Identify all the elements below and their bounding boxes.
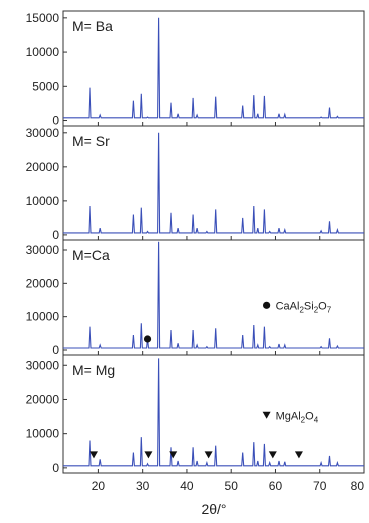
y-tick-label: 0: [52, 343, 59, 357]
y-tick-label: 10000: [26, 310, 60, 324]
x-tick-label: 20: [92, 479, 106, 493]
formula-part: 2: [314, 305, 319, 314]
phase-marker: [294, 451, 303, 459]
y-tick-label: 20000: [26, 392, 60, 406]
x-tick-label: 60: [269, 479, 283, 493]
formula-part: CaAl: [276, 300, 300, 312]
y-tick-label: 30000: [26, 126, 60, 140]
y-tick-label: 20000: [26, 160, 60, 174]
phase-marker: [143, 335, 152, 343]
formula-part: 4: [314, 415, 319, 424]
formula-part: O: [305, 410, 314, 422]
formula-part: MgAl: [276, 410, 301, 422]
formula-part: 7: [327, 305, 332, 314]
y-tick-label: 30000: [26, 358, 60, 372]
panel-2: 0 10000 20000 30000 M= Sr: [26, 125, 365, 242]
x-tick-label: 70: [313, 479, 327, 493]
spectrum-line: [63, 17, 364, 119]
legend-symbol: [262, 411, 271, 419]
phase-legend-label: MgAl2O4: [276, 410, 319, 424]
spectrum-line: [63, 241, 364, 349]
formula-part: 2: [301, 415, 306, 424]
phase-marker: [204, 451, 213, 459]
phase-marker: [89, 451, 98, 459]
spectrum-line: [63, 358, 364, 467]
spectrum-line: [63, 132, 364, 234]
formula-part: Si: [304, 300, 314, 312]
y-tick-label: 0: [52, 461, 59, 475]
x-tick-label: 80: [351, 479, 365, 493]
panel-label: M=Ca: [72, 247, 110, 263]
x-tick-label: 50: [225, 479, 239, 493]
formula-part: O: [318, 300, 327, 312]
x-axis-label: 2θ/°: [201, 501, 226, 517]
y-tick-label: 0: [52, 228, 59, 242]
y-tick-label: 20000: [26, 276, 60, 290]
panel-4: 0 10000 20000 30000 M= Mg MgAl2O4: [26, 354, 365, 475]
panel-label: M= Mg: [72, 362, 115, 378]
y-tick-label: 10000: [26, 194, 60, 208]
y-tick-label: 15000: [26, 11, 60, 25]
panel-label: M= Ba: [72, 18, 113, 34]
y-tick-label: 0: [52, 114, 59, 128]
panels-group: 0 5000 10000 15000 M= Ba 0 10000 20000 30000 M= S…: [26, 10, 365, 475]
x-tick-label: 30: [136, 479, 150, 493]
phase-legend-label: CaAl2Si2O7: [276, 300, 332, 314]
legend-symbol: [263, 301, 271, 309]
y-tick-label: 10000: [26, 45, 60, 59]
panel-frame: [62, 354, 365, 474]
phase-marker: [144, 451, 153, 459]
y-tick-label: 5000: [32, 79, 59, 93]
phase-marker: [169, 451, 178, 459]
panel-1: 0 5000 10000 15000 M= Ba: [26, 10, 365, 128]
panel-label: M= Sr: [72, 133, 110, 149]
y-tick-label: 10000: [26, 427, 60, 441]
x-axis: 20 30 40 50 60 70 80: [92, 479, 365, 493]
phase-marker: [268, 451, 277, 459]
formula-part: 2: [299, 305, 304, 314]
x-tick-label: 40: [180, 479, 194, 493]
y-tick-label: 30000: [26, 243, 60, 257]
